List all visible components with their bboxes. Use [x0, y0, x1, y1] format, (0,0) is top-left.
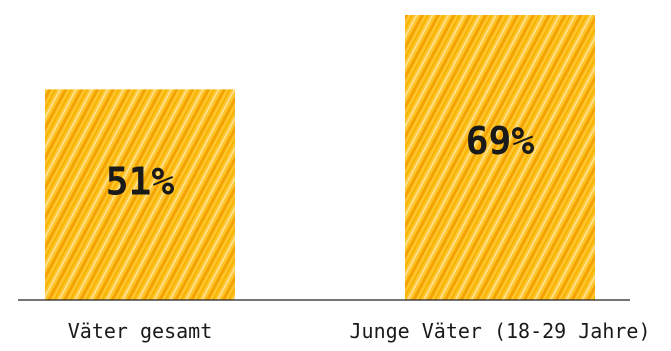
- bar-1: [45, 89, 235, 300]
- labels-layer: 51% Väter gesamt 69% Junge Väter (18-29 Jah…: [68, 119, 651, 343]
- x-tick-label-2: Junge Väter (18-29 Jahre): [349, 319, 650, 343]
- x-tick-label-1: Väter gesamt: [68, 319, 213, 343]
- bars-layer: [45, 15, 595, 300]
- bar-2: [405, 15, 595, 300]
- bar-value-label-2: 69%: [466, 119, 535, 163]
- bar-value-label-1: 51%: [106, 160, 175, 204]
